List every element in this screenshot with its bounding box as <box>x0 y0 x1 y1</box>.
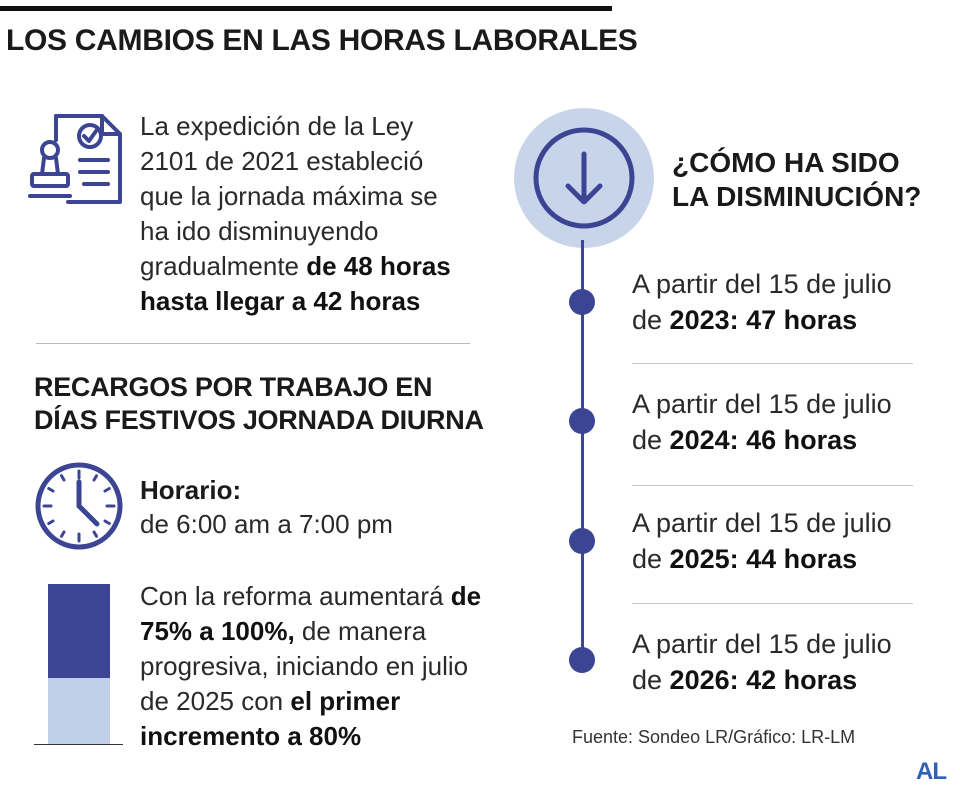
timeline-step: A partir del 15 de julio de 2025: 44 hor… <box>632 505 922 577</box>
step-value: 2025: 44 horas <box>669 544 858 574</box>
timeline-line <box>581 240 584 660</box>
source-note: Fuente: Sondeo LR/Gráfico: LR-LM <box>572 727 856 747</box>
step-de: de <box>632 305 670 335</box>
step-de: de <box>632 665 670 695</box>
timeline-step: A partir del 15 de julio de 2023: 47 hor… <box>632 266 922 338</box>
horario-label: Horario: <box>140 475 242 505</box>
divider <box>36 343 470 344</box>
document-stamp-icon <box>28 110 124 210</box>
step-value: 2024: 46 horas <box>669 425 858 455</box>
timeline-dot <box>569 647 595 673</box>
top-rule <box>0 6 612 11</box>
step-prefix: A partir del 15 de julio <box>632 629 892 659</box>
intro-text: La expedición de la Ley 2101 de 2021 est… <box>140 111 438 281</box>
reform-paragraph: Con la reforma aumentará de 75% a 100%, … <box>140 579 490 754</box>
step-de: de <box>632 425 670 455</box>
step-prefix: A partir del 15 de julio <box>632 508 892 538</box>
intro-bold: de 48 horas hasta llegar a 42 horas <box>140 251 451 316</box>
step-prefix: A partir del 15 de julio <box>632 389 892 419</box>
timeline-dot <box>569 408 595 434</box>
reform-bold-1: de 75% a 100%, <box>140 581 482 646</box>
timeline-step: A partir del 15 de julio de 2026: 42 hor… <box>632 626 922 698</box>
step-prefix: A partir del 15 de julio <box>632 269 892 299</box>
page-title: LOS CAMBIOS EN LAS HORAS LABORALES <box>6 24 638 57</box>
step-de: de <box>632 544 670 574</box>
down-arrow-icon <box>514 108 654 248</box>
clock-icon <box>33 460 125 552</box>
timeline-heading: ¿CÓMO HA SIDO LA DISMINUCIÓN? <box>672 146 921 214</box>
timeline-step: A partir del 15 de julio de 2024: 46 hor… <box>632 386 922 458</box>
bar-baseline <box>34 744 123 745</box>
recargos-heading: RECARGOS POR TRABAJO EN DÍAS FESTIVOS JO… <box>34 372 484 435</box>
reform-bold-2: el primer incremento a 80% <box>140 686 401 751</box>
step-separator <box>632 485 913 486</box>
step-value: 2026: 42 horas <box>669 665 858 695</box>
timeline-heading-line1: ¿CÓMO HA SIDO <box>672 147 900 178</box>
timeline-heading-line2: LA DISMINUCIÓN? <box>672 181 922 212</box>
publisher-logo: AL <box>916 758 947 785</box>
timeline-dot <box>569 289 595 315</box>
bar-fill-top <box>48 584 110 678</box>
reform-text-2: de manera progresiva, iniciando en julio… <box>140 616 469 716</box>
bar-fill-bottom <box>48 678 110 744</box>
step-value: 2023: 47 horas <box>669 305 858 335</box>
step-separator <box>632 363 913 364</box>
timeline-dot <box>569 528 595 554</box>
intro-paragraph: La expedición de la Ley 2101 de 2021 est… <box>140 109 470 319</box>
reform-text-1: Con la reforma aumentará <box>140 581 451 611</box>
horario-value: de 6:00 am a 7:00 pm <box>140 509 393 539</box>
step-separator <box>632 603 913 604</box>
